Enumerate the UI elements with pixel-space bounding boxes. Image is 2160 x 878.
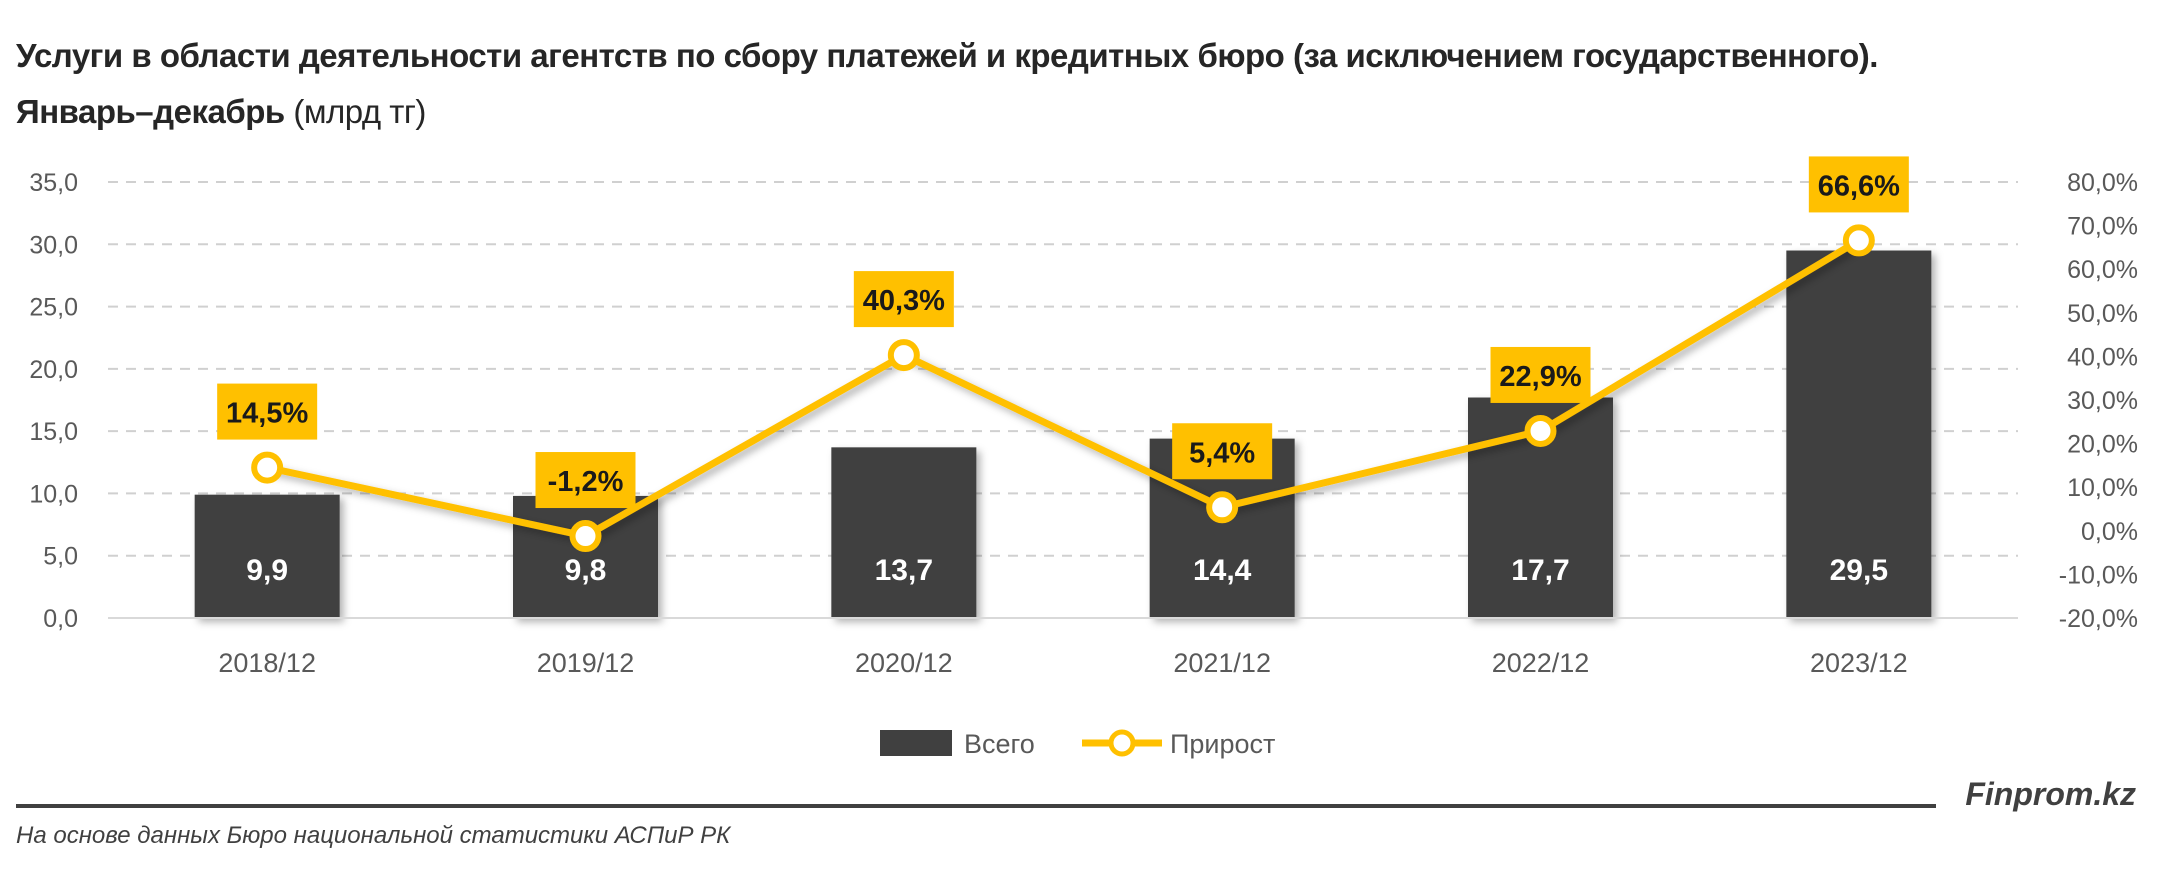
growth-label-box bbox=[1808, 156, 1909, 213]
title-unit: (млрд тг) bbox=[293, 93, 426, 130]
growth-label: 14,5% bbox=[226, 398, 308, 430]
left-tick-label: 5,0 bbox=[43, 543, 78, 571]
x-tick-label: 2021/12 bbox=[1173, 648, 1271, 678]
growth-line bbox=[266, 237, 1861, 540]
bar-value-label: 17,7 bbox=[1511, 554, 1569, 587]
right-tick-label: -20,0% bbox=[2059, 605, 2138, 633]
x-tick-label: 2018/12 bbox=[218, 648, 316, 678]
growth-label-box bbox=[217, 383, 318, 440]
chart-title: Услуги в области деятельности агентств п… bbox=[16, 28, 2016, 140]
left-tick-label: 35,0 bbox=[29, 169, 78, 197]
growth-label-box bbox=[535, 452, 636, 509]
bar-value-label: 14,4 bbox=[1193, 554, 1252, 587]
bar bbox=[194, 494, 340, 618]
growth-point bbox=[1206, 491, 1239, 524]
x-tick-label: 2022/12 bbox=[1492, 648, 1590, 678]
right-tick-label: 30,0% bbox=[2067, 387, 2138, 415]
right-tick-label: -10,0% bbox=[2059, 561, 2138, 589]
legend-label-line: Прирост bbox=[1170, 729, 1275, 759]
growth-point bbox=[569, 520, 602, 553]
x-tick-label: 2023/12 bbox=[1810, 648, 1908, 678]
source-note: На основе данных Бюро национальной стати… bbox=[16, 822, 731, 849]
bar bbox=[831, 447, 977, 618]
growth-point bbox=[887, 339, 920, 372]
title-main: Услуги в области деятельности агентств п… bbox=[16, 37, 1878, 130]
x-tick-label: 2019/12 bbox=[537, 648, 635, 678]
right-tick-label: 60,0% bbox=[2067, 256, 2138, 284]
left-tick-label: 20,0 bbox=[29, 356, 78, 384]
legend-swatch-bar bbox=[880, 730, 952, 756]
growth-label-box bbox=[853, 271, 954, 328]
right-tick-label: 0,0% bbox=[2081, 518, 2138, 546]
bar-value-label: 29,5 bbox=[1830, 554, 1888, 587]
growth-point bbox=[1842, 224, 1875, 257]
bar-value-label: 9,9 bbox=[246, 554, 288, 587]
left-tick-label: 10,0 bbox=[29, 480, 78, 508]
growth-label: -1,2% bbox=[548, 466, 624, 498]
right-tick-label: 70,0% bbox=[2067, 213, 2138, 241]
right-tick-label: 10,0% bbox=[2067, 474, 2138, 502]
right-tick-label: 50,0% bbox=[2067, 300, 2138, 328]
right-tick-label: 80,0% bbox=[2067, 169, 2138, 197]
growth-point bbox=[251, 451, 284, 484]
footer-divider bbox=[16, 804, 1936, 808]
growth-point bbox=[1524, 414, 1557, 447]
growth-label-box bbox=[1172, 423, 1273, 480]
growth-label: 22,9% bbox=[1499, 361, 1581, 393]
right-tick-label: 20,0% bbox=[2067, 431, 2138, 459]
left-tick-label: 15,0 bbox=[29, 418, 78, 446]
growth-label: 40,3% bbox=[863, 285, 945, 317]
growth-label-box bbox=[1490, 346, 1591, 403]
bar-value-label: 13,7 bbox=[875, 554, 933, 587]
left-tick-label: 30,0 bbox=[29, 231, 78, 259]
legend-swatch-point bbox=[1108, 729, 1136, 757]
bar-value-label: 9,8 bbox=[565, 554, 607, 587]
growth-label: 66,6% bbox=[1818, 170, 1900, 202]
growth-label: 5,4% bbox=[1189, 437, 1255, 469]
x-tick-label: 2020/12 bbox=[855, 648, 953, 678]
brand-logo: Finprom.kz bbox=[1965, 776, 2136, 812]
bar bbox=[513, 495, 658, 618]
bar bbox=[1786, 250, 1932, 618]
left-tick-label: 0,0 bbox=[43, 605, 78, 633]
left-tick-label: 25,0 bbox=[29, 294, 78, 322]
legend-label-bar: Всего bbox=[964, 729, 1035, 759]
right-tick-label: 40,0% bbox=[2067, 343, 2138, 371]
